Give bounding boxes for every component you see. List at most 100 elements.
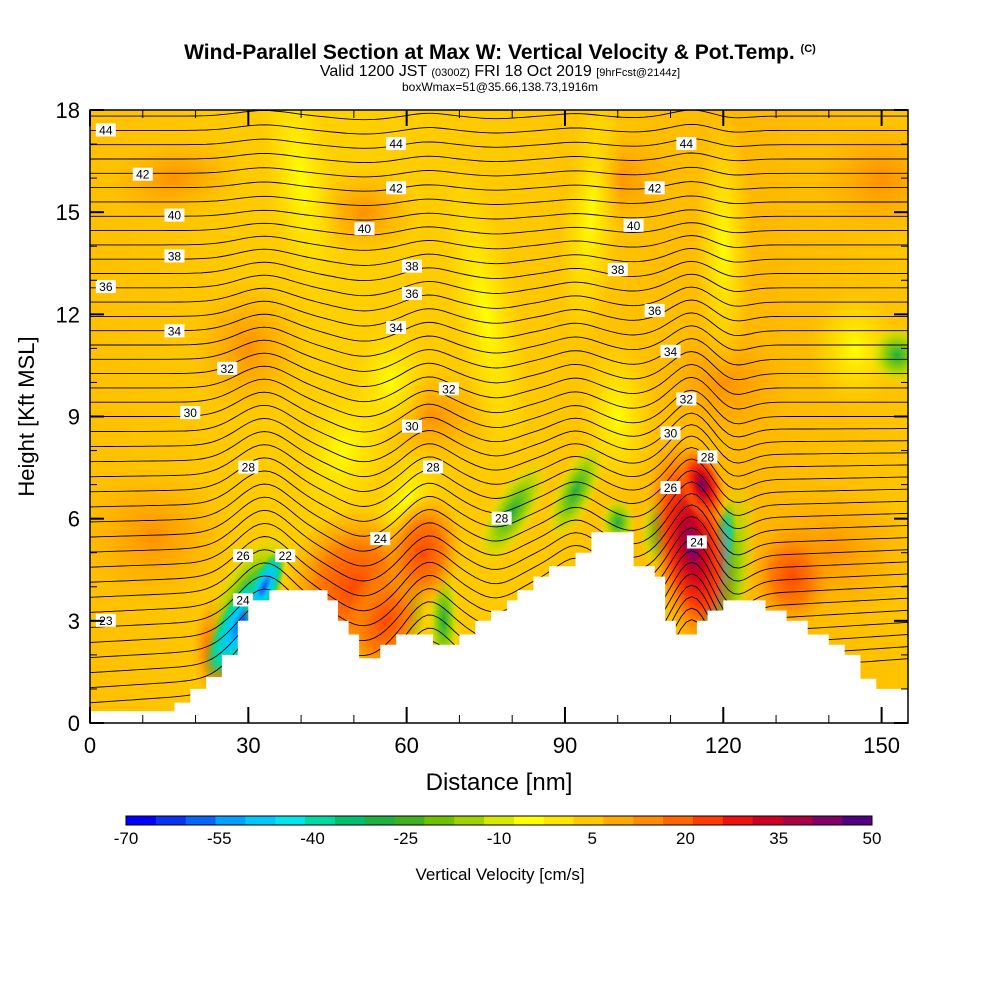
- contour-label-text: 32: [680, 392, 694, 406]
- contour-label: 36: [95, 280, 116, 294]
- subtitle-valid: Valid 1200 JST: [319, 63, 427, 80]
- theta-contour-line: [90, 481, 908, 552]
- y-tick-label: 9: [68, 405, 80, 430]
- contour-label-box: [386, 320, 407, 334]
- title-block: Wind-Parallel Section at Max W: Vertical…: [0, 38, 1000, 94]
- contour-label-box: [95, 123, 116, 137]
- colorbar-swatch: [364, 816, 395, 825]
- contour-label: 34: [660, 344, 681, 359]
- field-cell: [693, 110, 754, 387]
- y-tick-label: 15: [56, 200, 80, 225]
- contour-label: 28: [423, 460, 444, 475]
- colorbar-swatch: [305, 816, 336, 825]
- contour-label: 44: [95, 123, 116, 137]
- contour-label-text: 26: [664, 481, 678, 495]
- contour-label: 40: [623, 218, 644, 233]
- colorbar-swatch: [633, 816, 664, 825]
- contour-label-text: 36: [648, 304, 662, 318]
- theta-contour-line: [90, 325, 908, 357]
- colorbar-tick-label: 5: [588, 829, 597, 848]
- y-tick-label: 18: [56, 98, 80, 123]
- theta-contour-line: [90, 286, 908, 312]
- contour-label-box: [660, 344, 681, 358]
- colorbar-swatch: [126, 816, 157, 825]
- contour-label-box: [233, 593, 254, 607]
- terrain-polygon: [90, 532, 908, 723]
- field-cell: [90, 465, 234, 606]
- colorbar-tick-label: 50: [863, 829, 882, 848]
- colorbar-tick-label: 35: [769, 829, 788, 848]
- x-tick-label: 120: [705, 733, 742, 758]
- theta-contour-line: [90, 222, 908, 236]
- contour-label-box: [217, 361, 238, 375]
- contour-label-text: 32: [442, 382, 456, 396]
- colorbar-swatch: [394, 816, 425, 825]
- colorbar-tick-label: 20: [676, 829, 695, 848]
- contour-label-box: [164, 208, 185, 222]
- colorbar-swatch: [782, 816, 813, 825]
- colorbar-swatch: [424, 816, 455, 825]
- colorbar-swatch: [245, 816, 276, 825]
- contour-label-box: [180, 406, 201, 420]
- contour-label: 24: [370, 532, 391, 546]
- contour-label-box: [132, 167, 153, 181]
- contour-label-text: 24: [690, 536, 704, 550]
- contour-label-box: [644, 181, 665, 195]
- contour-label: 44: [386, 137, 407, 151]
- colorbar-tick-label: -70: [114, 829, 139, 848]
- theta-contour-line: [90, 312, 908, 342]
- colorbar-swatch: [573, 816, 604, 825]
- contour-label: 40: [354, 222, 375, 236]
- contour-label-box: [697, 450, 718, 464]
- contour-label: 22: [275, 549, 296, 563]
- contour-label-text: 36: [99, 280, 113, 294]
- colorbar-tick-label: -40: [300, 829, 325, 848]
- theta-contour-line: [90, 260, 908, 282]
- field-cell: [546, 440, 605, 542]
- contour-label-text: 42: [648, 181, 662, 195]
- contour-label-text: 30: [664, 427, 678, 441]
- contour-label: 34: [164, 324, 185, 338]
- colorbar-swatch: [663, 816, 694, 825]
- contour-label-box: [423, 460, 444, 474]
- theta-contour-line: [90, 152, 908, 164]
- contour-label: 42: [386, 181, 407, 195]
- contour-labels: 44 44 44 42 42 42 40 40 40 38 38 38 36 36 36 34 34 34 32 32…: [95, 123, 718, 628]
- colorbar-swatch: [842, 816, 873, 825]
- contour-label: 32: [217, 361, 238, 376]
- x-axis-label: Distance [nm]: [426, 769, 573, 796]
- theta-contour-line: [90, 181, 908, 192]
- contour-label-box: [233, 549, 254, 563]
- theta-contour-line: [90, 504, 908, 582]
- contour-label-text: 30: [405, 420, 419, 434]
- x-tick-label: 30: [236, 733, 260, 758]
- contour-label-box: [607, 263, 628, 277]
- contour-label-box: [401, 259, 422, 273]
- theta-contour-line: [90, 389, 908, 433]
- colorbar-swatch: [275, 816, 306, 825]
- theta-contour-line: [90, 435, 908, 493]
- field-cell: [869, 325, 908, 386]
- colorbar-swatch: [722, 816, 754, 825]
- contour-label: 23: [95, 613, 116, 628]
- contour-label-text: 38: [168, 249, 182, 263]
- contour-label-box: [95, 613, 116, 627]
- colorbar-tick-label: -10: [487, 829, 512, 848]
- theta-contour-line: [90, 363, 908, 403]
- contour-label-text: 32: [221, 362, 235, 376]
- contour-label-text: 23: [99, 614, 113, 628]
- x-tick-label: 90: [553, 733, 577, 758]
- contour-label-text: 34: [389, 321, 403, 335]
- contour-label-text: 40: [168, 209, 182, 223]
- field-cell: [678, 445, 726, 524]
- x-tick-label: 0: [84, 733, 96, 758]
- contour-label-text: 36: [405, 287, 419, 301]
- contour-label-text: 44: [680, 137, 694, 151]
- contour-label-box: [438, 382, 459, 396]
- contour-label-text: 28: [701, 450, 715, 464]
- contour-label-box: [275, 549, 296, 563]
- contour-label-text: 42: [136, 168, 150, 182]
- field-cell: [811, 118, 908, 239]
- contour-label-box: [660, 481, 681, 495]
